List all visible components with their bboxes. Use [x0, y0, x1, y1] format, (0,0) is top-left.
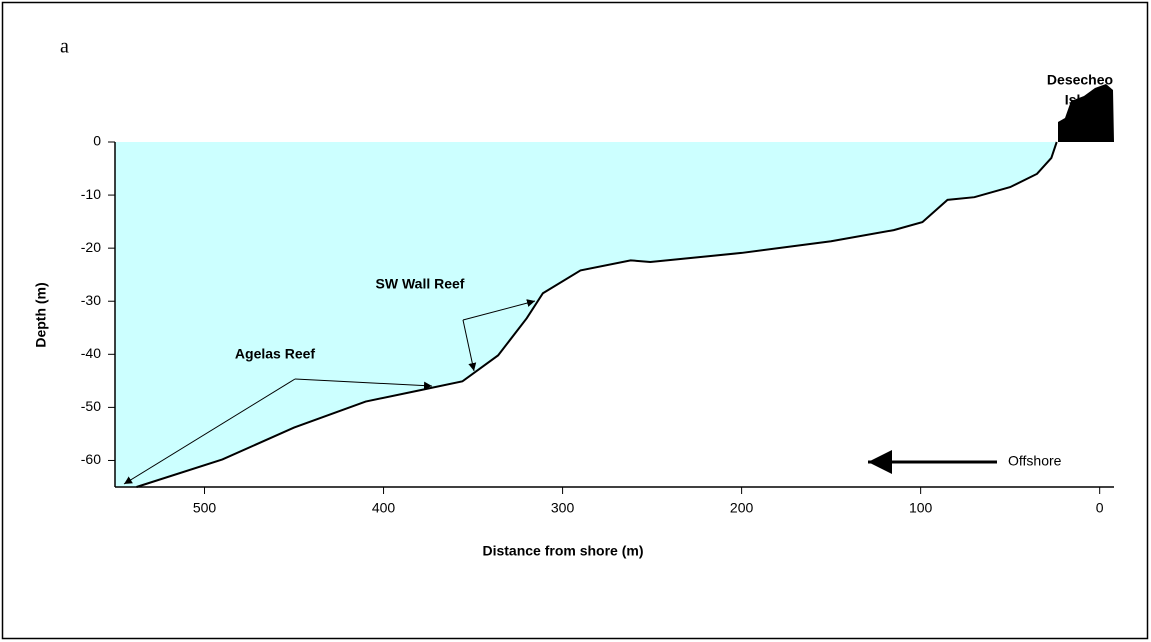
x-tick-label: 200: [730, 500, 754, 516]
x-tick-label: 500: [193, 500, 217, 516]
island-shape: [1058, 84, 1114, 142]
y-tick-label: -40: [81, 345, 101, 361]
y-tick-label: 0: [93, 133, 101, 149]
annotation: Agelas Reef: [235, 346, 315, 362]
y-tick-label: -60: [81, 451, 101, 467]
annotation: Offshore: [1008, 453, 1062, 469]
arrow: [123, 378, 296, 485]
x-tick-label: 100: [909, 500, 933, 516]
x-axis-title: Distance from shore (m): [482, 543, 643, 559]
profile-line: [136, 141, 1058, 488]
x-tick-label: 0: [1096, 500, 1104, 516]
arrows: [123, 299, 997, 485]
arrow: [294, 378, 433, 390]
y-tick-label: -20: [81, 239, 101, 255]
arrow: [462, 319, 477, 372]
plot-area: 0 -10 -20 -30 -40 -50 -60 500 400 300 200 100 0: [81, 133, 1114, 516]
y-tick-label: -30: [81, 292, 101, 308]
water-area: [115, 142, 1057, 487]
island-label: Island: [1065, 92, 1105, 108]
panel-label: a: [60, 36, 69, 58]
x-tick-label: 300: [551, 500, 575, 516]
annotation: SW Wall Reef: [376, 276, 465, 292]
x-tick-label: 400: [372, 500, 396, 516]
y-tick-label: -50: [81, 398, 101, 414]
arrow: [462, 299, 536, 321]
y-tick-label: -10: [81, 186, 101, 202]
y-axis-title: Depth (m): [33, 282, 49, 347]
island-label: Desecheo: [1047, 72, 1113, 88]
